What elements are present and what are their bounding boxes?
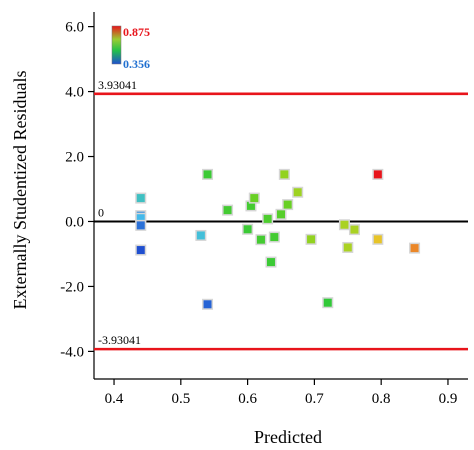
- reference-line-label: 3.93041: [98, 78, 137, 92]
- data-point: [323, 298, 332, 307]
- data-point: [136, 194, 145, 203]
- x-ticks: 0.4 0.5 0.6 0.7 0.8 0.9: [105, 379, 458, 407]
- data-point: [203, 300, 212, 309]
- data-point: [270, 233, 279, 242]
- data-point: [246, 201, 255, 210]
- color-scale-min-label: 0.356: [123, 57, 150, 71]
- y-axis-title: Externally Studentized Residuals: [10, 71, 30, 310]
- x-tick-label: 0.7: [305, 391, 324, 407]
- y-tick-label: 4.0: [65, 85, 84, 101]
- data-point: [283, 200, 292, 209]
- y-tick-label: -2.0: [60, 279, 84, 295]
- y-ticks: 6.0 4.0 2.0 0.0 -2.0 -4.0: [60, 20, 94, 360]
- data-point: [243, 225, 252, 234]
- reference-lines: 3.93041 0 -3.93041: [94, 78, 468, 351]
- data-point: [250, 194, 259, 203]
- data-point: [263, 214, 272, 223]
- data-point: [340, 220, 349, 229]
- color-scale-legend: 0.875 0.356: [111, 25, 150, 71]
- data-point: [277, 210, 285, 219]
- data-point: [280, 170, 289, 179]
- data-point: [266, 258, 275, 267]
- data-point: [136, 246, 145, 255]
- reference-line-label: -3.93041: [98, 333, 141, 347]
- data-point: [203, 170, 212, 179]
- reference-line-label: 0: [98, 205, 104, 219]
- data-point: [136, 221, 145, 230]
- data-point: [373, 170, 382, 179]
- x-tick-label: 0.4: [105, 391, 124, 407]
- y-tick-label: 0.0: [65, 214, 84, 230]
- data-point: [343, 243, 352, 252]
- x-axis-title: Predicted: [254, 427, 322, 447]
- x-tick-label: 0.8: [372, 391, 391, 407]
- data-point: [223, 206, 232, 215]
- data-point: [293, 188, 302, 197]
- x-tick-label: 0.5: [171, 391, 190, 407]
- color-scale-max-label: 0.875: [123, 25, 150, 39]
- data-point: [307, 235, 316, 244]
- data-points: [135, 168, 421, 310]
- data-point: [136, 214, 145, 223]
- y-tick-label: 2.0: [65, 150, 84, 166]
- data-point: [196, 231, 205, 240]
- data-point: [410, 244, 419, 253]
- x-tick-label: 0.9: [439, 391, 458, 407]
- data-point: [373, 235, 382, 244]
- color-scale-bar: [111, 25, 122, 65]
- y-tick-label: -4.0: [60, 344, 84, 360]
- data-point: [350, 225, 359, 234]
- x-tick-label: 0.6: [238, 391, 257, 407]
- data-point: [256, 235, 265, 244]
- y-tick-label: 6.0: [65, 20, 84, 36]
